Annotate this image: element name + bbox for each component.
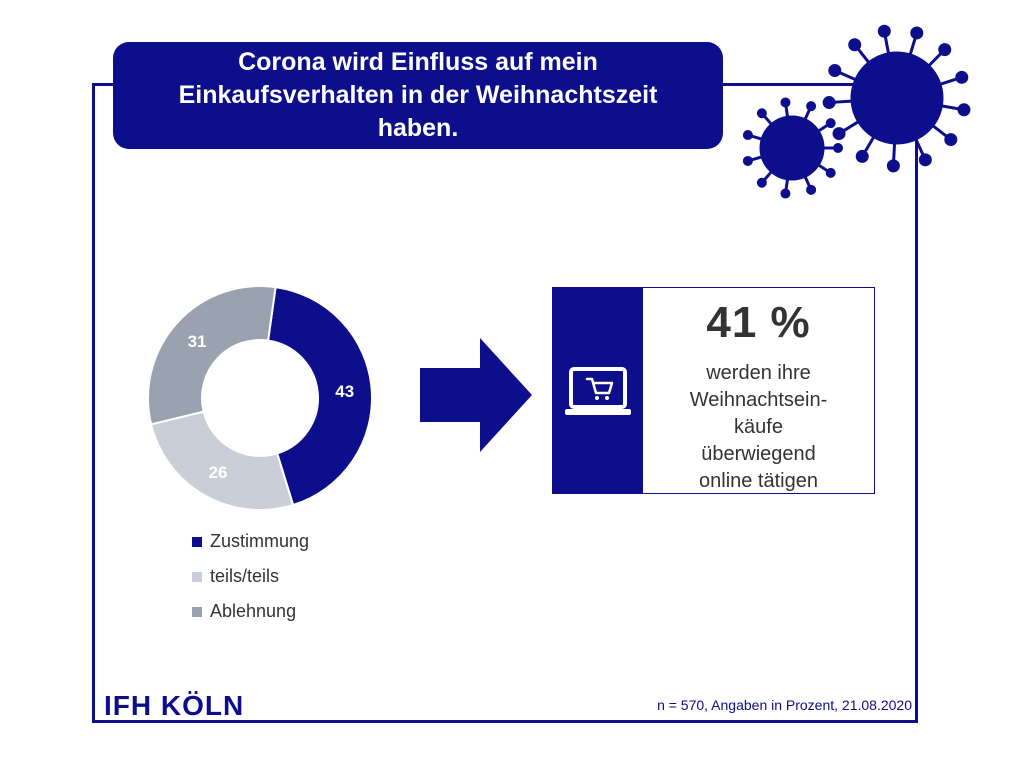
callout-line: überwiegend: [701, 443, 816, 465]
legend-label: teils/teils: [210, 566, 280, 586]
donut-value-label: 43: [335, 382, 354, 401]
donut-value-label: 26: [209, 463, 228, 482]
legend-item-teils: teils/teils: [192, 566, 279, 587]
legend-swatch: [192, 571, 202, 582]
legend-label: Ablehnung: [210, 601, 297, 621]
title-banner: Corona wird Einfluss auf mein Einkaufsve…: [113, 42, 723, 149]
legend-label: Zustimmung: [210, 531, 310, 551]
virus-icon: [742, 24, 971, 199]
donut-value-label: 31: [188, 332, 207, 351]
arrow-right-icon: [420, 338, 532, 452]
chart-title: Corona wird Einfluss auf mein Einkaufsve…: [178, 48, 658, 142]
callout-description: werden ihre Weihnachtsein- käufe überwie…: [664, 360, 854, 495]
callout-text: 41 % werden ihre Weihnachtsein- käufe üb…: [643, 288, 874, 493]
donut-chart: 43 26 31: [147, 285, 373, 511]
legend-swatch: [192, 606, 202, 617]
callout-percent: 41 %: [706, 298, 811, 347]
legend-item-ablehnung: Ablehnung: [192, 601, 296, 622]
donut-slice-ablehnung: [147, 285, 277, 426]
laptop-cart-icon: [565, 367, 631, 415]
callout-icon-panel: [553, 288, 643, 493]
callout-line: käufe: [734, 416, 783, 438]
ifh-logo: IFH KÖLN: [104, 690, 245, 721]
donut-slice-zustimmung: [266, 285, 373, 507]
legend-item-zustimmung: Zustimmung: [192, 531, 309, 552]
footnote: n = 570, Angaben in Prozent, 21.08.2020: [657, 697, 912, 713]
donut-slice-teils-teils: [149, 410, 295, 511]
legend-swatch: [192, 536, 202, 547]
callout-line: online tätigen: [699, 470, 818, 492]
callout-line: Weihnachtsein-: [689, 389, 828, 411]
callout-line: werden ihre: [706, 362, 811, 384]
callout-box: 41 % werden ihre Weihnachtsein- käufe üb…: [552, 287, 875, 494]
